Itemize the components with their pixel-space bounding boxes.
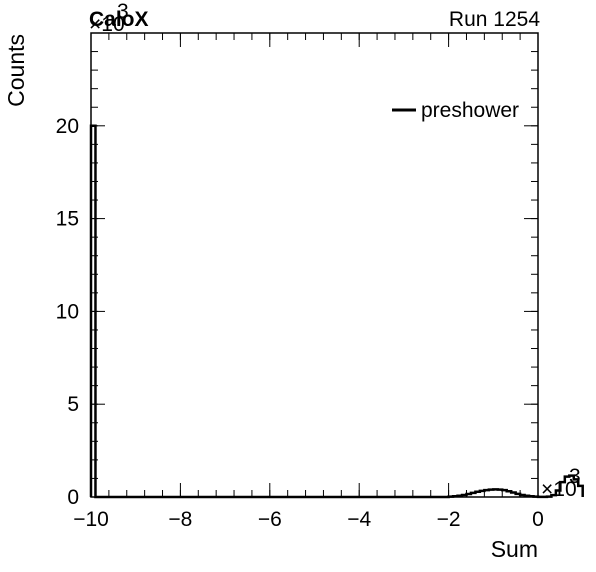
- y-tick-label: 10: [56, 300, 79, 323]
- x-tick-label: 0: [532, 508, 544, 531]
- legend: preshower: [392, 99, 519, 122]
- x-tick-label: −6: [258, 508, 282, 531]
- run-label: Run 1254: [449, 8, 540, 31]
- y-tick-label: 20: [56, 115, 79, 138]
- histogram-series-preshower: [89, 124, 584, 499]
- x-axis-title: Sum: [491, 536, 538, 562]
- x-tick-label: −10: [73, 508, 109, 531]
- legend-label-preshower: preshower: [421, 99, 519, 122]
- y-multiplier-label: ×10: [89, 13, 125, 36]
- x-multiplier-exponent: 3: [569, 465, 581, 488]
- y-tick-label: 5: [67, 393, 79, 416]
- experiment-label: CaloX: [89, 8, 149, 31]
- y-tick-label: 15: [56, 208, 79, 231]
- y-tick-label: 0: [67, 486, 79, 509]
- x-tick-label: −4: [347, 508, 371, 531]
- x-multiplier-label: ×10: [541, 478, 577, 501]
- x-tick-label: −2: [437, 508, 461, 531]
- y-multiplier-exponent: 3: [117, 0, 129, 23]
- x-tick-label: −8: [168, 508, 192, 531]
- y-axis-title: Counts: [3, 34, 29, 107]
